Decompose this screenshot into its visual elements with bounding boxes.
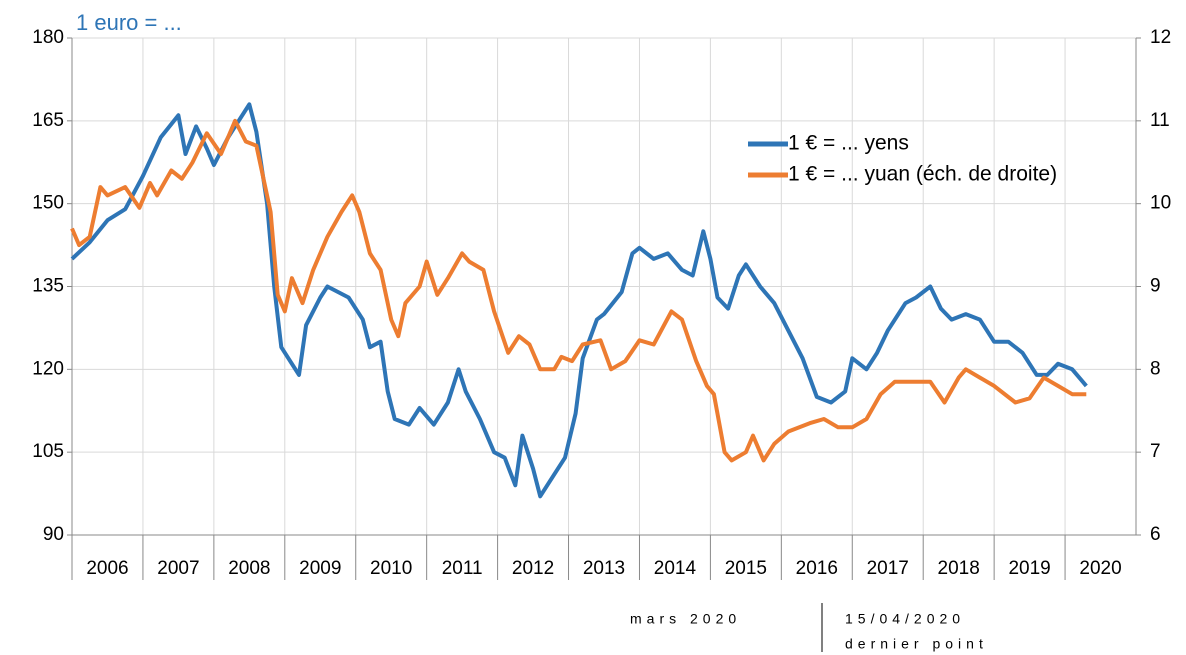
y2-tick-label: 12 (1150, 27, 1171, 48)
y2-tick-label: 8 (1150, 358, 1161, 379)
y-tick-label: 90 (43, 524, 64, 545)
annotation: dernier point (845, 636, 988, 652)
x-tick-label: 2008 (228, 558, 270, 579)
x-tick-label: 2010 (370, 558, 412, 579)
y2-tick-label: 7 (1150, 441, 1161, 462)
x-tick-label: 2015 (725, 558, 767, 579)
chart-title: 1 euro = ... (76, 10, 182, 35)
annotation: 15/04/2020 (845, 611, 965, 627)
y2-tick-label: 6 (1150, 524, 1161, 545)
y2-tick-label: 10 (1150, 193, 1171, 214)
y2-tick-label: 11 (1150, 110, 1170, 131)
series-line (70, 118, 1087, 463)
y-tick-label: 180 (32, 27, 64, 48)
x-tick-label: 2020 (1079, 558, 1121, 579)
y-tick-label: 150 (32, 193, 64, 214)
legend-label: 1 € = ... yens (788, 132, 909, 155)
y-tick-label: 165 (32, 110, 64, 131)
x-tick-label: 2012 (512, 558, 554, 579)
x-tick-label: 2011 (442, 558, 483, 579)
y-tick-label: 135 (32, 276, 64, 297)
series-line (70, 102, 1088, 499)
x-tick-label: 2006 (86, 558, 128, 579)
y2-tick-label: 9 (1150, 276, 1161, 297)
x-tick-label: 2019 (1008, 558, 1050, 579)
x-tick-label: 2007 (157, 558, 199, 579)
x-tick-label: 2016 (796, 558, 838, 579)
legend-label: 1 € = ... yuan (éch. de droite) (788, 163, 1057, 186)
x-tick-label: 2017 (867, 558, 909, 579)
y-tick-label: 105 (32, 441, 64, 462)
x-tick-label: 2013 (583, 558, 625, 579)
x-tick-label: 2014 (654, 558, 697, 579)
annotation: mars 2020 (630, 611, 741, 627)
y-tick-label: 120 (32, 358, 64, 379)
x-tick-label: 2009 (299, 558, 341, 579)
x-tick-label: 2018 (938, 558, 980, 579)
